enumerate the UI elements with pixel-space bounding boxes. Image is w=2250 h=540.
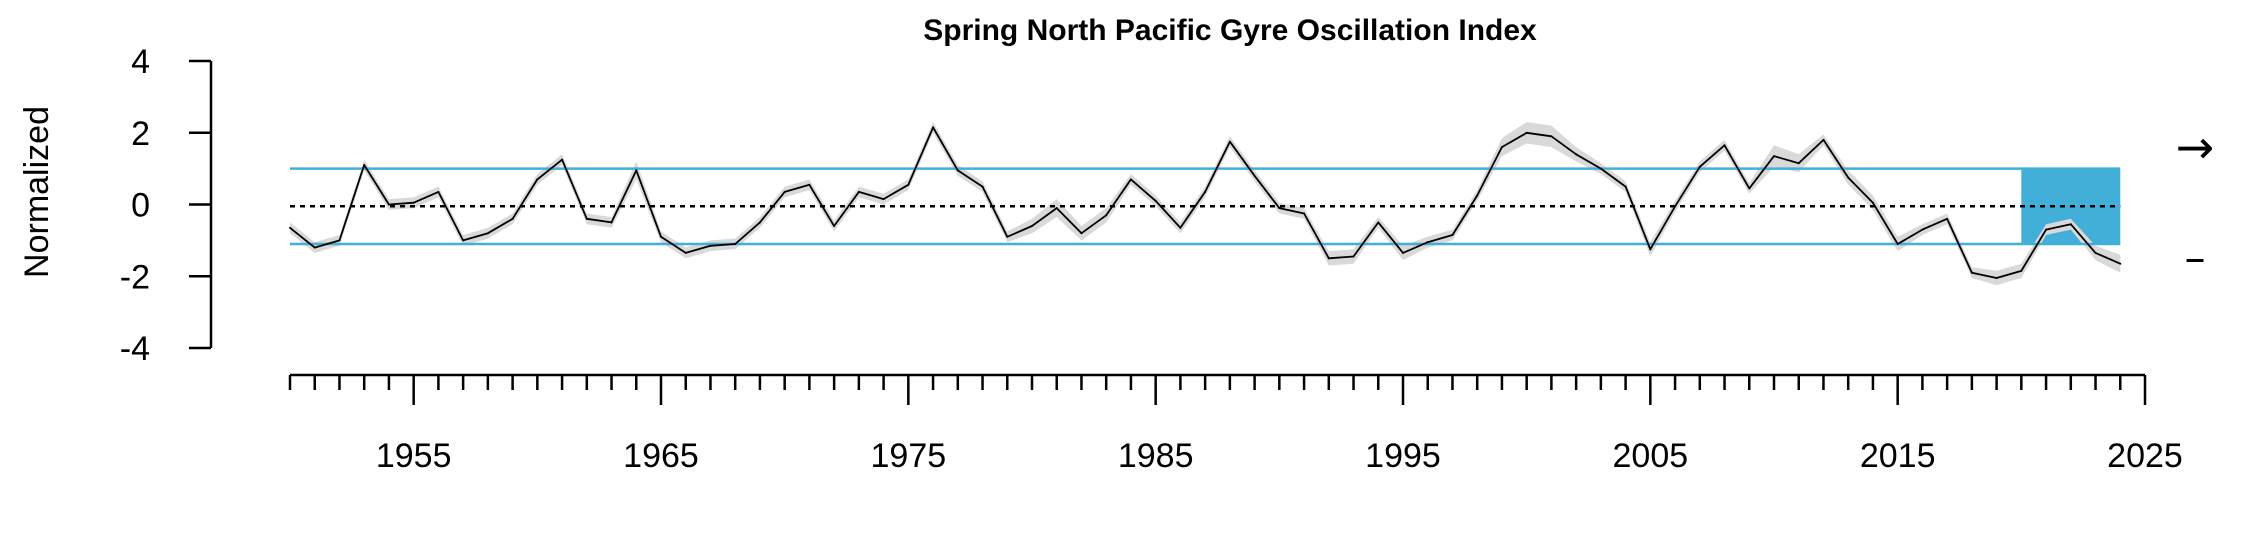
data-point (1698, 165, 1701, 168)
data-point (758, 221, 761, 224)
data-point (2094, 251, 2097, 254)
data-point (635, 169, 638, 172)
data-point (2069, 223, 2072, 226)
data-point (1748, 187, 1751, 190)
data-point (783, 190, 786, 193)
data-point (1674, 205, 1677, 208)
data-point (1575, 153, 1578, 156)
plot-area (289, 122, 2122, 286)
data-point (1946, 217, 1949, 220)
x-tick-label: 1955 (376, 437, 452, 475)
data-point (1896, 242, 1899, 245)
data-point (1847, 176, 1850, 179)
data-point (1031, 225, 1033, 228)
data-point (1822, 138, 1825, 141)
data-point (1426, 241, 1429, 244)
data-point (660, 235, 662, 238)
data-point (363, 164, 366, 167)
data-point (882, 198, 885, 201)
data-point (1154, 199, 1157, 202)
data-point (1921, 228, 1924, 231)
x-tick-label: 1995 (1365, 437, 1441, 475)
x-tick-label: 1965 (623, 437, 699, 475)
y-axis-title: Normalized (18, 106, 56, 278)
data-point (2020, 269, 2023, 272)
y-tick-label: 0 (131, 187, 150, 225)
data-point (684, 251, 687, 254)
data-point (1451, 233, 1454, 236)
data-point (338, 239, 341, 242)
data-point (289, 226, 291, 229)
data-point (833, 225, 836, 228)
data-point (1080, 232, 1083, 235)
data-point (1303, 212, 1306, 215)
data-point (1599, 167, 1602, 170)
data-point (1278, 207, 1281, 210)
data-point (1006, 235, 1009, 238)
data-point (1525, 131, 1528, 134)
data-point (1970, 271, 1973, 274)
data-point (412, 201, 415, 204)
data-point (1055, 207, 1058, 210)
data-point (907, 183, 910, 186)
y-axis: 4 2 0 -2 -4 (120, 43, 213, 368)
indicators: →– (2176, 120, 2215, 282)
data-point (1773, 155, 1775, 158)
x-tick-label: 2025 (2107, 437, 2183, 475)
data-point (610, 221, 613, 224)
data-point (1995, 277, 1998, 280)
data-point (1377, 221, 1380, 224)
y-tick-label: 4 (131, 43, 150, 81)
data-point (808, 183, 811, 186)
data-point (857, 190, 860, 193)
data-point (2045, 228, 2048, 231)
data-point (387, 203, 390, 206)
data-point (1129, 178, 1132, 181)
data-point (1204, 190, 1207, 193)
data-point (1253, 174, 1256, 177)
uncertainty-band (290, 122, 2121, 286)
data-point (1179, 226, 1182, 229)
x-tick-label: 2005 (1613, 437, 1689, 475)
chart-title: Spring North Pacific Gyre Oscillation In… (923, 14, 1537, 47)
trend-arrow-icon: → (2176, 120, 2215, 174)
data-point (2119, 262, 2122, 265)
data-point (1402, 251, 1404, 254)
data-point (1352, 255, 1355, 258)
x-tick-label: 2015 (1860, 437, 1936, 475)
data-point (709, 244, 712, 247)
data-point (486, 232, 489, 235)
data-point (1797, 162, 1800, 165)
data-point (1624, 185, 1627, 188)
data-point (981, 185, 984, 188)
data-point (1500, 146, 1503, 149)
data-point (932, 126, 935, 129)
data-point (313, 246, 316, 249)
y-tick-label: -2 (120, 258, 150, 296)
y-tick-label: -4 (120, 330, 150, 368)
y-tick-label: 2 (131, 115, 150, 153)
data-point (462, 239, 465, 242)
data-point (956, 169, 959, 172)
data-point (511, 217, 514, 220)
x-tick-label: 1975 (871, 437, 947, 475)
mean-below-indicator-icon: – (2185, 233, 2206, 282)
data-point (536, 178, 539, 181)
data-point (1476, 194, 1479, 197)
data-point (585, 217, 588, 220)
data-point (734, 242, 737, 245)
data-point (1723, 144, 1726, 147)
data-point (437, 190, 440, 193)
series-line (289, 126, 2121, 279)
data-point (1105, 214, 1108, 217)
data-point (1228, 140, 1231, 143)
data-point (1327, 257, 1330, 260)
x-tick-label: 1985 (1118, 437, 1194, 475)
data-point (1649, 248, 1652, 251)
data-point (1550, 135, 1553, 138)
data-point (1871, 201, 1874, 204)
x-axis: 1955 1965 1975 1985 1995 2005 2015 2025 (288, 373, 2183, 475)
data-point (561, 158, 564, 161)
